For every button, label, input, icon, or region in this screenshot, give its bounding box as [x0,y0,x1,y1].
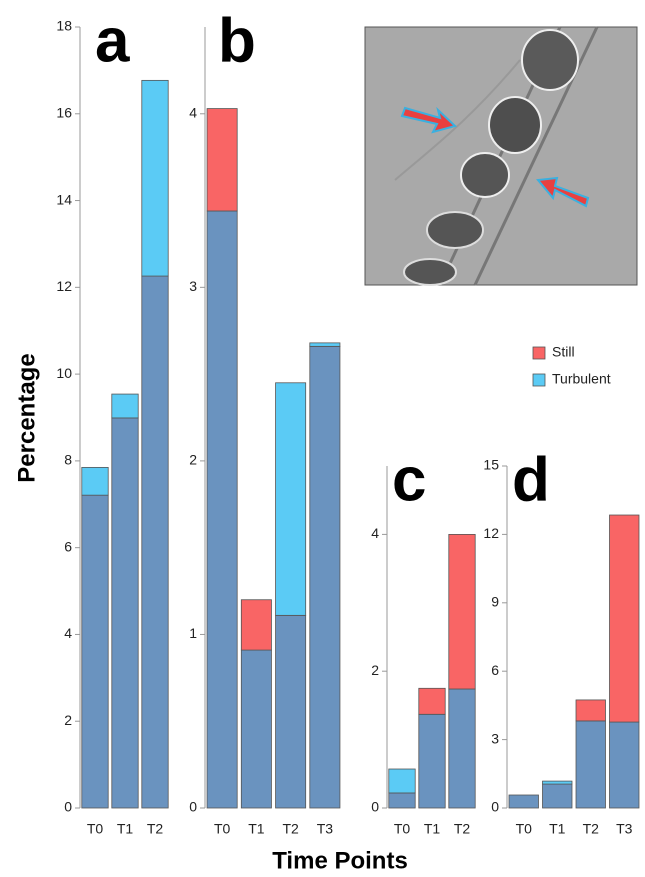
y-tick-label: 0 [189,799,197,815]
y-axis-label: Percentage [13,353,40,482]
bar-segment [309,342,341,347]
y-tick-label: 9 [491,594,499,610]
bar-segment [609,514,640,723]
x-tick-label: T2 [583,821,600,837]
bar-segment [388,768,416,794]
y-tick-label: 1 [189,625,197,641]
x-tick-label: T0 [87,821,104,837]
y-tick-label: 4 [189,104,197,120]
y-tick-label: 4 [64,625,72,641]
x-tick-label: T2 [454,821,471,837]
bar-segment [309,345,341,809]
panel-label: b [218,6,256,75]
bar-segment [575,699,606,722]
y-tick-label: 12 [56,278,72,294]
x-tick-label: T3 [616,821,633,837]
x-tick-label: T0 [394,821,411,837]
y-tick-label: 12 [483,525,499,541]
y-tick-label: 0 [491,799,499,815]
bar-segment [111,393,139,419]
bar-segment [388,792,416,809]
bar-segment [448,688,476,809]
x-tick-label: T2 [282,821,299,837]
y-tick-label: 14 [56,191,72,207]
bar-segment [141,79,169,277]
bar-segment [240,599,272,651]
bar-segment [240,649,272,809]
bar-segment [418,687,446,715]
y-tick-label: 8 [64,452,72,468]
y-tick-label: 10 [56,365,72,381]
x-tick-label: T2 [147,821,164,837]
x-tick-label: T1 [248,821,265,837]
bar-segment [141,275,169,809]
y-tick-label: 3 [491,730,499,746]
x-tick-label: T0 [516,821,533,837]
y-tick-label: 2 [189,452,197,468]
bar-segment [542,783,573,809]
legend-label: Turbulent [552,371,611,387]
legend-swatch [532,346,546,360]
y-tick-label: 18 [56,18,72,34]
y-tick-label: 0 [371,799,379,815]
y-tick-label: 4 [371,525,379,541]
bar-segment [81,494,109,809]
x-tick-label: T1 [424,821,441,837]
panel-label: a [95,6,130,75]
y-tick-label: 0 [64,799,72,815]
y-tick-label: 15 [483,457,499,473]
bar-segment [206,210,238,809]
legend-swatch [532,373,546,387]
x-tick-label: T1 [117,821,134,837]
bar-segment [609,721,640,809]
panel-label: c [392,445,426,514]
x-tick-label: T1 [549,821,566,837]
bar-segment [275,382,307,616]
y-tick-label: 2 [64,712,72,728]
bar-segment [206,108,238,212]
inset-photo [364,26,638,286]
bar-segment [81,466,109,496]
x-tick-label: T3 [317,821,334,837]
x-axis-label: Time Points [272,847,408,874]
bar-segment [542,780,573,785]
bar-segment [575,720,606,809]
bar-segment [275,614,307,809]
bar-segment [448,534,476,690]
y-tick-label: 16 [56,104,72,120]
y-tick-label: 6 [64,538,72,554]
bar-segment [508,794,539,809]
y-tick-label: 2 [371,662,379,678]
y-tick-label: 3 [189,278,197,294]
bar-segment [418,713,446,809]
legend-label: Still [552,344,575,360]
y-tick-label: 6 [491,662,499,678]
x-tick-label: T0 [214,821,231,837]
bar-segment [111,417,139,809]
panel-label: d [512,445,550,514]
